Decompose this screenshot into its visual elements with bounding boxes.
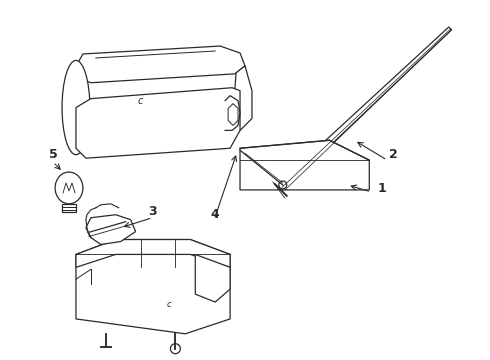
Polygon shape [196,255,230,302]
Circle shape [279,181,287,189]
Text: c: c [138,96,143,105]
Ellipse shape [55,172,83,204]
Polygon shape [228,104,238,125]
Text: 3: 3 [148,205,157,218]
Polygon shape [279,27,451,189]
Text: 2: 2 [389,148,398,161]
Polygon shape [76,239,230,267]
Text: 1: 1 [377,182,386,195]
Polygon shape [240,140,369,190]
Polygon shape [62,204,76,212]
Polygon shape [76,239,230,334]
Text: 4: 4 [210,208,219,221]
Polygon shape [73,46,245,83]
Polygon shape [76,88,240,158]
Circle shape [171,344,180,354]
Polygon shape [232,66,252,130]
Text: c: c [166,300,171,309]
Polygon shape [86,215,136,244]
Text: 5: 5 [49,148,58,161]
Ellipse shape [62,60,90,155]
